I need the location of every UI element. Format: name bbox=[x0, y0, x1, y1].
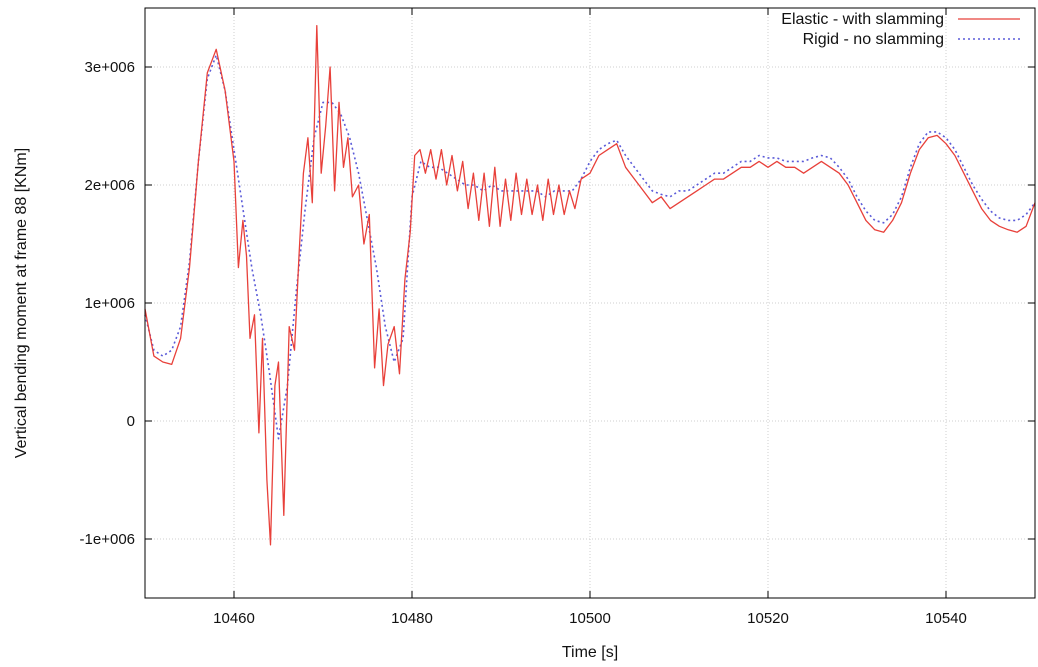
x-tick-label: 10540 bbox=[925, 610, 967, 627]
x-tick-label: 10520 bbox=[747, 610, 789, 627]
x-tick-label: 10500 bbox=[569, 610, 611, 627]
ticks: 10460 10480 10500 10520 10540 -1e+006 0 1e+006 2… bbox=[80, 8, 1035, 627]
legend-label-elastic: Elastic - with slamming bbox=[781, 11, 944, 28]
y-tick-label: 0 bbox=[127, 413, 135, 430]
x-axis-label: Time [s] bbox=[562, 644, 618, 661]
legend-label-rigid: Rigid - no slamming bbox=[803, 31, 944, 48]
y-tick-label: -1e+006 bbox=[80, 531, 135, 548]
series-layer bbox=[144, 25, 1036, 546]
series-line-rigid bbox=[144, 54, 1036, 440]
y-tick-label: 2e+006 bbox=[85, 177, 135, 194]
y-tick-label: 1e+006 bbox=[85, 295, 135, 312]
legend: Elastic - with slamming Rigid - no slamm… bbox=[781, 11, 1020, 48]
y-tick-label: 3e+006 bbox=[85, 59, 135, 76]
series-line-elastic bbox=[144, 25, 1036, 546]
x-tick-label: 10460 bbox=[213, 610, 255, 627]
x-tick-label: 10480 bbox=[391, 610, 433, 627]
y-axis-label: Vertical bending moment at frame 88 [KNm… bbox=[13, 148, 30, 458]
grid bbox=[145, 8, 1035, 598]
